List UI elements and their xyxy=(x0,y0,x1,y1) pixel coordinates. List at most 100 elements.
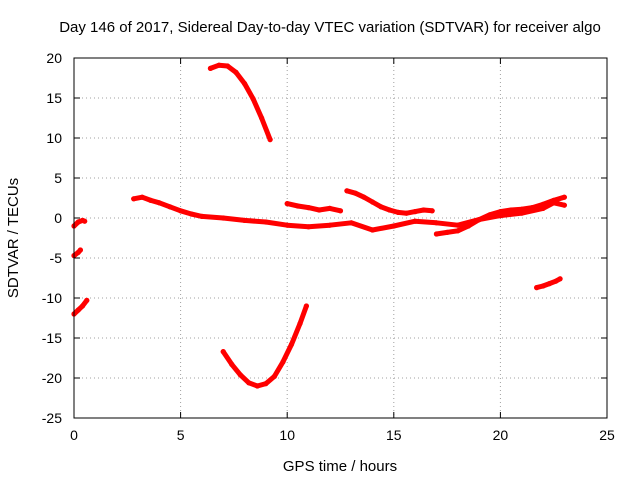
data-point xyxy=(455,228,461,234)
data-point xyxy=(561,194,567,200)
data-point xyxy=(246,380,252,386)
data-point xyxy=(403,210,410,216)
data-point xyxy=(295,203,301,209)
grid xyxy=(74,58,607,418)
data-point xyxy=(429,208,435,214)
series-arc-4 xyxy=(207,62,273,143)
data-point xyxy=(369,227,376,233)
data-point xyxy=(327,205,333,211)
data-point xyxy=(519,210,525,216)
x-tick-label: 25 xyxy=(599,427,615,443)
data-point xyxy=(540,283,546,289)
data-point xyxy=(241,81,248,87)
data-point xyxy=(263,219,269,225)
data-point xyxy=(288,341,295,347)
data-point xyxy=(465,223,472,229)
data-point xyxy=(75,307,81,313)
data-point xyxy=(395,209,401,215)
y-tick-label: 5 xyxy=(54,170,62,186)
data-point xyxy=(280,359,286,365)
data-point xyxy=(271,373,278,379)
data-point xyxy=(199,213,205,219)
x-axis-label: GPS time / hours xyxy=(283,458,397,475)
data-point xyxy=(82,218,88,224)
data-point xyxy=(540,201,546,207)
y-axis-label: SDTVAR / TECUs xyxy=(5,178,22,298)
series-arc-3 xyxy=(71,297,90,317)
data-point xyxy=(156,200,162,206)
data-point xyxy=(216,62,222,68)
data-point xyxy=(148,197,154,203)
data-point xyxy=(561,202,567,208)
data-point xyxy=(305,205,312,211)
data-point xyxy=(455,222,461,228)
data-point xyxy=(369,199,376,205)
axis-ticks: 0 5 10 15 20 25 -25 -20 -15 -10 -5 0 5 10 15 20 xyxy=(42,50,615,443)
y-tick-label: -10 xyxy=(42,290,62,306)
data-point xyxy=(233,69,239,75)
data-point xyxy=(546,281,553,287)
x-tick-label: 15 xyxy=(386,427,402,443)
data-point xyxy=(84,297,90,303)
series-arc-7 xyxy=(284,201,343,214)
y-tick-label: 20 xyxy=(46,50,62,66)
chart-title: Day 146 of 2017, Sidereal Day-to-day VTE… xyxy=(59,19,601,36)
data-point xyxy=(284,201,290,207)
data-point xyxy=(444,229,450,235)
data-point xyxy=(378,204,384,210)
data-point xyxy=(361,194,367,200)
data-point xyxy=(476,217,482,223)
data-point xyxy=(207,65,214,71)
y-tick-label: -5 xyxy=(50,250,63,266)
data-point xyxy=(551,197,557,203)
x-tick-label: 5 xyxy=(177,427,185,443)
data-point xyxy=(348,220,354,226)
data-point xyxy=(352,190,359,196)
data-point xyxy=(534,285,540,291)
data-point xyxy=(433,231,440,237)
data-point xyxy=(263,381,269,387)
series-arc-6 xyxy=(220,303,309,389)
data-point xyxy=(131,196,137,202)
data-point xyxy=(254,383,260,389)
data-point xyxy=(241,217,248,223)
data-point xyxy=(167,204,173,210)
data-point xyxy=(284,222,290,228)
data-point xyxy=(412,218,418,224)
data-point xyxy=(229,361,235,367)
data-point xyxy=(237,372,243,378)
data-point xyxy=(421,207,427,213)
data-point xyxy=(316,207,322,213)
data-point xyxy=(178,208,184,214)
data-point xyxy=(487,212,493,218)
data-point xyxy=(519,206,525,212)
data-point xyxy=(327,222,333,228)
data-point xyxy=(79,303,86,309)
data-point xyxy=(553,278,559,284)
data-point xyxy=(529,205,535,211)
data-point xyxy=(77,247,83,253)
data-point xyxy=(344,188,350,194)
data-point xyxy=(297,321,303,327)
plot-frame xyxy=(73,57,608,419)
y-tick-label: -20 xyxy=(42,370,62,386)
data-point xyxy=(259,115,265,121)
data-point xyxy=(386,207,393,213)
data-point xyxy=(391,223,397,229)
x-tick-label: 10 xyxy=(279,427,295,443)
plot-series xyxy=(71,62,567,389)
data-point xyxy=(220,349,226,355)
x-tick-label: 0 xyxy=(70,427,78,443)
data-point xyxy=(508,207,514,213)
data-point xyxy=(139,194,145,200)
data-point xyxy=(433,220,440,226)
data-point xyxy=(303,303,309,309)
data-point xyxy=(224,63,231,69)
data-point xyxy=(497,209,503,215)
y-tick-label: -25 xyxy=(42,410,62,426)
data-point xyxy=(412,209,418,215)
data-point xyxy=(557,276,563,282)
data-point xyxy=(267,137,273,143)
data-point xyxy=(188,211,194,217)
